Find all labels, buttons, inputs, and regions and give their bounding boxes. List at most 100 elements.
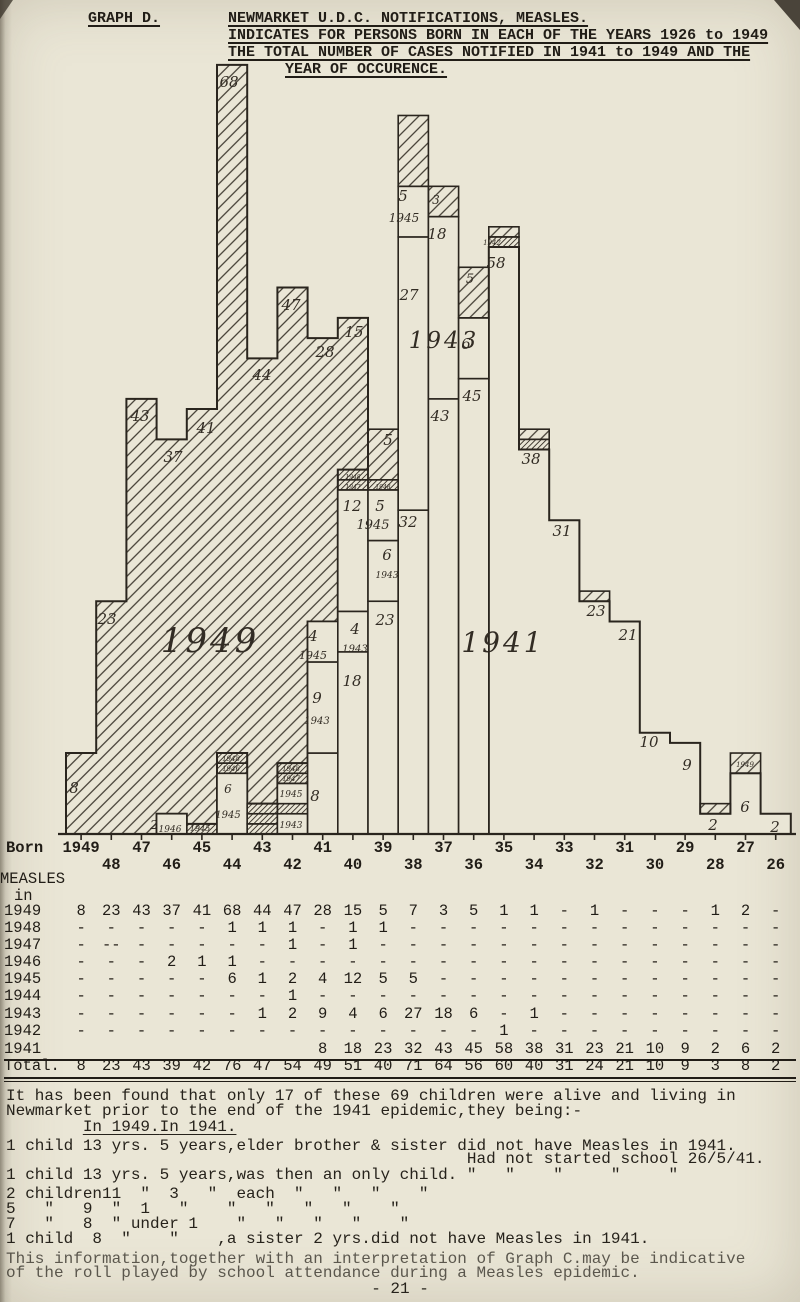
- table-cell: 44: [252, 902, 272, 920]
- table-cell: 1: [197, 953, 207, 971]
- table-cell: -: [620, 902, 630, 920]
- table-cell: 31: [554, 1040, 574, 1058]
- svg-text:8: 8: [310, 787, 320, 805]
- table-cell: 1: [227, 953, 237, 971]
- table-cell: 40: [373, 1057, 393, 1075]
- svg-text:27: 27: [398, 286, 419, 304]
- table-cell: -: [408, 936, 418, 954]
- table-cell: -: [771, 1005, 781, 1023]
- svg-text:26: 26: [766, 856, 785, 874]
- table-cell: -: [136, 1005, 147, 1023]
- table-cell: -: [197, 936, 207, 954]
- svg-text:1949: 1949: [161, 621, 260, 661]
- table-cell: -: [257, 987, 267, 1005]
- table-row-label: 1947: [4, 936, 42, 954]
- table-row: 1948 - - - - - 1 1 1 - 1 1 - - - - - - - - - - - - -: [0, 919, 800, 937]
- table-cell: 6: [378, 1005, 388, 1023]
- table-cell: 54: [283, 1057, 302, 1075]
- table-cell: -: [227, 987, 237, 1005]
- table-cell: -: [710, 987, 720, 1005]
- table-cell: 23: [585, 1040, 604, 1058]
- table-cell: -: [680, 1022, 690, 1040]
- table-row-label: 1941: [4, 1040, 42, 1058]
- table-cell: 1: [529, 902, 539, 920]
- table-cell: -: [650, 936, 660, 954]
- table-cell: 1: [378, 919, 388, 937]
- table-cell: 1: [499, 902, 509, 920]
- table-cell: -: [197, 970, 207, 988]
- svg-text:47: 47: [280, 296, 301, 314]
- table-cell: -: [136, 987, 147, 1005]
- table-cell: -: [318, 1022, 328, 1040]
- svg-text:1945: 1945: [356, 518, 389, 533]
- table-cell: 42: [192, 1057, 212, 1075]
- table-row: Total. 8 23 43 39 42 76 47 54 49 51 40 71 64 56 60 40 31 2…: [0, 1057, 800, 1075]
- note-underlined-heading: In 1949.: [82, 1118, 160, 1136]
- note-line: 1 child 13 yrs. 5 years,elder brother & …: [6, 1137, 736, 1155]
- svg-text:1945: 1945: [299, 649, 327, 662]
- svg-text:1946: 1946: [159, 825, 182, 835]
- note-line: of the roll played by school attendance …: [6, 1264, 640, 1282]
- note-line: 2 children11 " 3 " each " " " ": [6, 1185, 429, 1203]
- table-cell: 21: [615, 1040, 634, 1058]
- table-cell: -: [499, 970, 509, 988]
- table-cell: -: [589, 987, 600, 1005]
- table-cell: 6: [227, 970, 237, 988]
- svg-text:43: 43: [253, 839, 272, 857]
- table-cell: 23: [101, 1057, 121, 1075]
- table-row: 1949 8 23 43 37 41 68 44 47 28 15 5 7 3 5 1 1 - 1 - - - 1 2 -: [0, 902, 800, 920]
- table-cell: -: [438, 1022, 449, 1040]
- table-cell: -: [227, 1022, 237, 1040]
- svg-text:41: 41: [195, 419, 215, 437]
- table-cell: 32: [403, 1040, 423, 1058]
- svg-text:68: 68: [219, 73, 238, 91]
- table-cell: -: [287, 953, 298, 971]
- table-cell: 37: [162, 902, 181, 920]
- title-line-1: NEWMARKET U.D.C. NOTIFICATIONS, MEASLES.: [228, 10, 589, 27]
- svg-text:33: 33: [555, 839, 574, 857]
- table-cell: -: [106, 919, 116, 937]
- table-cell: -: [136, 970, 147, 988]
- svg-text:1948: 1948: [345, 474, 360, 481]
- svg-text:58: 58: [486, 254, 505, 272]
- svg-text:43: 43: [129, 407, 149, 425]
- table-cell: 1: [348, 919, 358, 937]
- title-line-4: YEAR OF OCCURENCE.: [285, 61, 448, 78]
- table-cell: -: [771, 936, 781, 954]
- note-line: This information,together with an interp…: [6, 1250, 746, 1268]
- table-cell: -: [771, 953, 781, 971]
- table-cell: -: [740, 970, 751, 988]
- svg-text:1947: 1947: [282, 775, 300, 783]
- table-row: 1942 - - - - - - - - - - - - - - 1 - - - - - - - - -: [0, 1022, 800, 1040]
- table-cell: -: [438, 970, 449, 988]
- table-cell: 6: [469, 1005, 479, 1023]
- table-cell: 9: [680, 1057, 690, 1075]
- table-cell: -: [469, 1022, 479, 1040]
- table-cell: 3: [438, 902, 449, 920]
- table-cell: -: [529, 919, 539, 937]
- table-cell: -: [740, 1022, 751, 1040]
- table-cell: -: [740, 953, 751, 971]
- table-row-label: 1944: [4, 987, 42, 1005]
- table-cell: -: [438, 936, 449, 954]
- note-line: Newmarket prior to the end of the 1941 e…: [6, 1102, 583, 1120]
- table-cell: -: [469, 970, 479, 988]
- svg-text:40: 40: [344, 856, 363, 874]
- table-cell: -: [680, 902, 690, 920]
- table-cell: -: [197, 987, 207, 1005]
- table-cell: -: [740, 1005, 751, 1023]
- table-caption-measles: MEASLES: [0, 870, 66, 888]
- svg-text:42: 42: [283, 856, 302, 874]
- table-cell: -: [740, 987, 751, 1005]
- table-cell: 43: [132, 902, 151, 920]
- table-cell: 18: [343, 1040, 363, 1058]
- table-cell: 1: [529, 1005, 539, 1023]
- table-cell: 1: [257, 1005, 267, 1023]
- table-cell: 1: [227, 919, 237, 937]
- table-cell: --: [101, 936, 121, 954]
- table-cell: -: [287, 1022, 298, 1040]
- table-row: 1941 8 18 23 32 43 45 58 38 31 23 21 10 9 2 6 2: [0, 1040, 800, 1058]
- table-cell: -: [710, 936, 720, 954]
- table-cell: -: [378, 953, 388, 971]
- table-rule-above-total: [4, 1059, 796, 1061]
